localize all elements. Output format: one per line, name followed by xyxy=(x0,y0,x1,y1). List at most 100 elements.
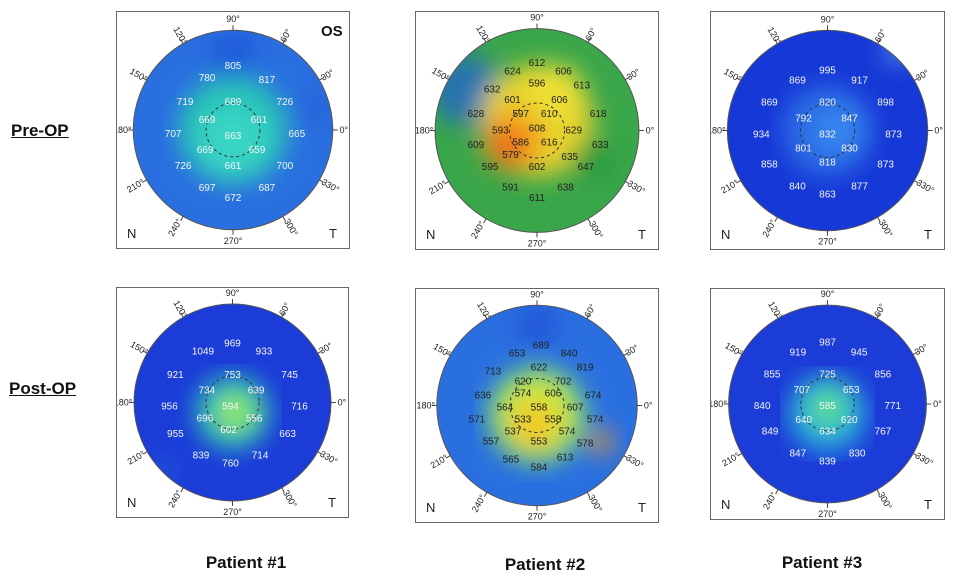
thickness-value: 606 xyxy=(545,388,562,399)
corneal-map-pre-op-patient-1: 90°60°30°0°330°300°270°240°210°180°150°1… xyxy=(116,11,350,249)
thickness-value: 586 xyxy=(512,138,529,149)
thickness-value: 832 xyxy=(819,130,836,141)
thickness-value: 558 xyxy=(545,415,562,426)
thickness-value: 663 xyxy=(279,429,296,440)
thickness-value: 689 xyxy=(225,97,242,108)
thickness-value: 873 xyxy=(877,160,894,171)
thickness-value: 629 xyxy=(565,126,582,137)
thickness-value: 734 xyxy=(199,386,216,397)
central-zone-ring xyxy=(800,376,855,432)
column-label-patient-2: Patient #2 xyxy=(504,555,586,574)
thickness-value: 564 xyxy=(497,403,514,414)
degree-tick xyxy=(876,489,880,495)
degree-label: 60° xyxy=(873,27,889,44)
degree-tick xyxy=(444,181,449,185)
degree-label: 270° xyxy=(528,238,547,248)
degree-tick xyxy=(775,489,779,495)
degree-tick xyxy=(877,217,881,222)
eye-label: OS xyxy=(321,23,343,40)
thickness-value: 613 xyxy=(573,81,590,92)
thickness-value: 830 xyxy=(849,448,866,459)
degree-tick xyxy=(142,179,147,183)
degree-tick xyxy=(914,77,919,81)
degree-tick xyxy=(774,39,778,44)
thickness-value: 618 xyxy=(590,109,607,120)
thickness-color-map xyxy=(435,28,639,233)
thickness-value: 933 xyxy=(256,346,273,357)
thickness-value: 557 xyxy=(483,437,500,448)
thickness-value: 707 xyxy=(165,129,182,140)
degree-tick xyxy=(445,455,451,459)
degree-label: 300° xyxy=(586,493,604,514)
degree-label: 60° xyxy=(278,27,294,44)
degree-tick xyxy=(483,492,488,497)
degree-tick xyxy=(623,455,629,459)
thickness-value: 553 xyxy=(531,437,548,448)
degree-label: 0° xyxy=(646,126,655,136)
map-svg: 90°60°30°0°330°300°270°240°210°180°150°1… xyxy=(416,289,653,521)
thickness-value: 956 xyxy=(161,401,178,412)
degree-label: 60° xyxy=(583,25,599,42)
degree-label: 30° xyxy=(914,67,931,83)
thickness-value: 606 xyxy=(555,66,572,77)
thickness-value: 995 xyxy=(819,65,836,76)
degree-label: 180° xyxy=(416,126,434,136)
degree-tick xyxy=(180,312,184,318)
degree-tick xyxy=(180,487,184,493)
thickness-value: 726 xyxy=(277,97,294,108)
thickness-value: 661 xyxy=(225,161,242,172)
degree-label: 210° xyxy=(427,178,448,196)
thickness-value: 574 xyxy=(587,415,604,426)
temporal-label: T xyxy=(924,497,932,512)
thickness-value: 584 xyxy=(531,463,548,474)
temporal-label: T xyxy=(329,226,337,241)
thickness-value: 969 xyxy=(224,338,241,349)
thickness-value: 596 xyxy=(529,79,546,90)
degree-label: 0° xyxy=(644,401,653,411)
degree-tick xyxy=(317,350,323,354)
thickness-value: 716 xyxy=(291,401,308,412)
degree-label: 300° xyxy=(876,490,894,511)
degree-tick xyxy=(736,180,741,184)
thickness-value: 574 xyxy=(515,388,532,399)
thickness-value: 780 xyxy=(199,73,216,84)
nasal-label: N xyxy=(721,497,730,512)
thickness-value: 537 xyxy=(505,427,522,438)
degree-label: 270° xyxy=(818,509,837,519)
thickness-value: 669 xyxy=(197,145,214,156)
thickness-value: 591 xyxy=(502,183,519,194)
degree-tick xyxy=(876,313,880,319)
central-zone-ring xyxy=(799,102,856,159)
thickness-value: 571 xyxy=(469,415,486,426)
degree-tick xyxy=(142,350,148,354)
thickness-value: 818 xyxy=(819,158,836,169)
degree-label: 270° xyxy=(224,236,243,246)
thickness-value: 839 xyxy=(193,451,210,462)
degree-label: 210° xyxy=(719,177,740,195)
degree-tick xyxy=(317,451,323,455)
thickness-value: 611 xyxy=(529,193,545,204)
degree-tick xyxy=(586,314,591,319)
degree-label: 210° xyxy=(126,448,147,466)
thickness-value: 613 xyxy=(557,453,574,464)
central-zone-ring xyxy=(509,377,565,434)
central-zone-ring xyxy=(205,375,260,430)
thickness-value: 663 xyxy=(225,131,242,142)
map-svg: 90°60°30°0°330°300°270°240°210°180°150°1… xyxy=(117,14,348,246)
thickness-value: 620 xyxy=(515,376,532,387)
temporal-label: T xyxy=(638,227,646,242)
thickness-value: 620 xyxy=(841,415,858,426)
column-label-patient-3: Patient #3 xyxy=(781,553,863,572)
thickness-value: 869 xyxy=(761,97,778,108)
thickness-value: 639 xyxy=(248,386,265,397)
thickness-value: 767 xyxy=(875,427,892,438)
degree-label: 0° xyxy=(934,126,943,136)
thickness-value: 533 xyxy=(515,415,532,426)
thickness-value: 636 xyxy=(475,390,492,401)
degree-tick xyxy=(625,76,630,80)
thickness-value: 726 xyxy=(175,161,192,172)
degree-label: 90° xyxy=(530,13,544,23)
central-zone-ring xyxy=(508,102,566,159)
degree-label: 30° xyxy=(913,342,930,358)
thickness-value: 873 xyxy=(885,130,902,141)
